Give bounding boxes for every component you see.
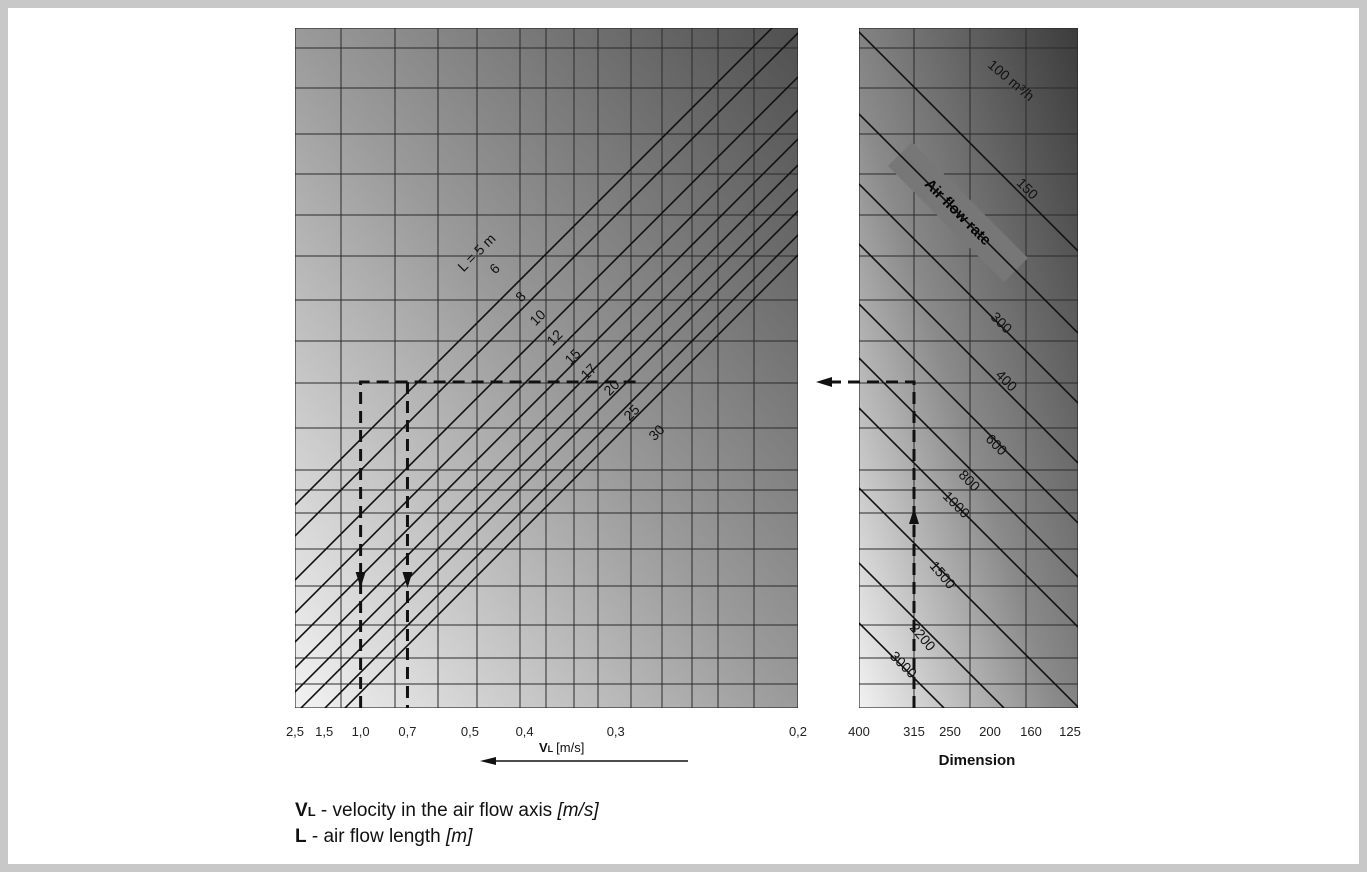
arrow-down-head <box>355 572 366 588</box>
right-grid <box>859 28 1078 708</box>
right-panel-background <box>859 28 1078 708</box>
dimension-tick-label: 250 <box>939 724 961 739</box>
left-grid <box>295 28 798 708</box>
dimension-tick-label: 315 <box>903 724 925 739</box>
velocity-tick-label: 2,5 <box>286 724 304 739</box>
length-line-15 <box>295 163 798 670</box>
example-dashed-left <box>359 380 638 708</box>
velocity-axis-symbol: V <box>539 740 548 755</box>
flow-line <box>859 302 1078 525</box>
legend-velocity-unit: [m/s] <box>557 800 599 821</box>
legend: VL - velocity in the air flow axis [m/s]… <box>295 798 599 849</box>
legend-velocity-symbol: V <box>295 800 308 821</box>
length-line-10 <box>295 108 798 615</box>
direction-arrow <box>480 757 688 765</box>
velocity-tick-label: 1,0 <box>352 724 370 739</box>
arrow-up-head <box>909 508 919 524</box>
dimension-tick-label: 400 <box>848 724 870 739</box>
flow-line <box>859 406 1078 629</box>
dimension-tick-label: 200 <box>979 724 1001 739</box>
dimension-axis-label: Dimension <box>939 752 1016 769</box>
velocity-tick-label: 0,5 <box>461 724 479 739</box>
velocity-tick-label: 0,2 <box>789 724 807 739</box>
velocity-axis-subscript: L <box>548 744 554 754</box>
length-line-25 <box>323 233 798 708</box>
length-line-L5m <box>295 28 774 507</box>
length-line-8 <box>295 75 798 582</box>
flow-line <box>859 112 1078 335</box>
velocity-axis-label: VL [m/s] <box>539 740 584 755</box>
velocity-tick-label: 0,3 <box>607 724 625 739</box>
legend-velocity: VL - velocity in the air flow axis [m/s] <box>295 798 599 824</box>
length-line-12 <box>295 137 798 644</box>
flow-line <box>859 30 1078 253</box>
flow-line <box>859 561 1006 708</box>
flow-line <box>859 242 1078 465</box>
velocity-tick-labels: 2,5 1,5 1,0 0,7 0,5 0,4 0,3 0,2 <box>286 724 807 739</box>
flow-line <box>859 486 1078 708</box>
dimension-tick-label: 160 <box>1020 724 1042 739</box>
dimension-tick-label: 125 <box>1059 724 1081 739</box>
air-flow-rate-lines <box>859 30 1078 708</box>
arrow-down-head <box>402 572 413 588</box>
length-lines <box>295 28 798 708</box>
flow-line <box>859 182 1078 405</box>
length-line-6 <box>295 31 798 538</box>
legend-length: L - air flow length [m] <box>295 824 599 849</box>
legend-length-symbol: L <box>295 826 307 847</box>
dimension-tick-labels: 400 315 250 200 160 125 <box>848 724 1081 739</box>
length-line-17 <box>295 187 798 694</box>
legend-velocity-text: - velocity in the air flow axis <box>315 800 558 821</box>
arrow-left-head <box>816 377 832 387</box>
legend-length-unit: [m] <box>446 826 473 847</box>
legend-length-text: - air flow length <box>306 826 447 847</box>
velocity-tick-label: 0,7 <box>398 724 416 739</box>
velocity-tick-label: 0,4 <box>516 724 534 739</box>
velocity-axis-unit: [m/s] <box>556 740 584 755</box>
flow-line <box>859 621 946 708</box>
example-dashed-right <box>828 380 916 708</box>
velocity-tick-label: 1,5 <box>315 724 333 739</box>
length-line-20 <box>299 209 798 708</box>
example-reading-path <box>355 377 919 708</box>
length-line-30 <box>343 253 798 708</box>
legend-velocity-subscript: L <box>307 804 316 819</box>
flow-line <box>859 356 1078 579</box>
